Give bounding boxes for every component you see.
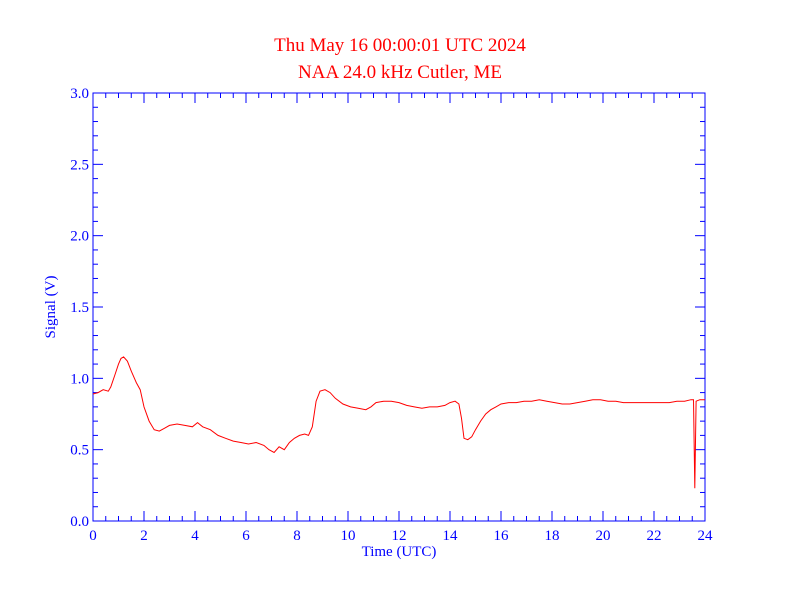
y-axis-ticks [93,92,705,522]
y-tick-label: 0.0 [70,514,89,530]
chart-title: Thu May 16 00:00:01 UTC 2024 [274,35,526,56]
series-line [92,356,705,489]
y-tick-label: 3.0 [70,86,89,102]
x-axis-tick-labels: 0 2 4 6 8 10 12 14 16 18 20 22 24 [89,528,713,544]
series-layer [92,356,705,489]
plot-area-frame [92,92,706,522]
x-tick-label: 6 [242,528,250,544]
x-tick-label: 20 [596,528,611,544]
x-tick-label: 8 [293,528,301,544]
y-axis-title: Signal (V) [43,276,59,339]
y-tick-label: 2.5 [70,157,89,173]
x-tick-label: 16 [494,528,510,544]
x-tick-label: 22 [647,528,662,544]
y-tick-label: 2.0 [70,229,89,245]
y-tick-label: 0.5 [70,443,89,459]
x-tick-label: 10 [341,528,356,544]
x-tick-label: 14 [443,528,459,544]
x-axis-title: Time (UTC) [362,544,437,560]
y-tick-label: 1.5 [70,300,89,316]
x-tick-label: 2 [140,528,148,544]
x-tick-label: 12 [392,528,407,544]
x-tick-label: 24 [698,528,714,544]
x-axis-ticks [92,93,706,521]
x-tick-label: 18 [545,528,560,544]
chart-subtitle: NAA 24.0 kHz Cutler, ME [298,62,502,83]
x-tick-label: 4 [191,528,199,544]
y-tick-label: 1.0 [70,371,89,387]
x-tick-label: 0 [89,528,97,544]
y-axis-tick-labels: 0.0 0.5 1.0 1.5 2.0 2.5 3.0 [70,86,89,530]
